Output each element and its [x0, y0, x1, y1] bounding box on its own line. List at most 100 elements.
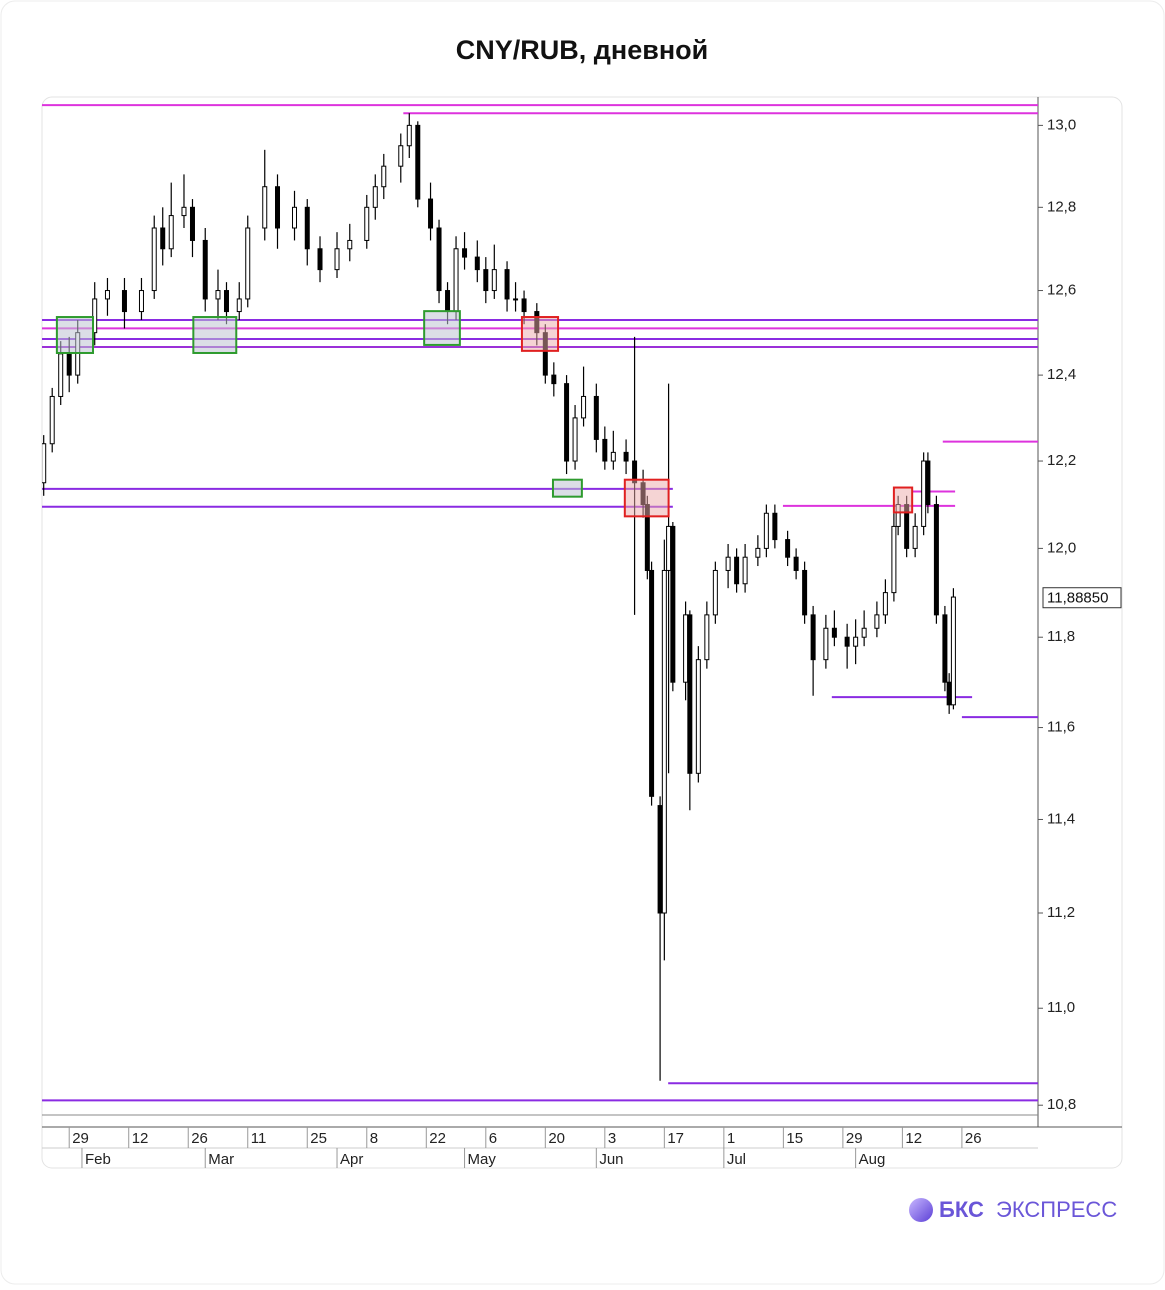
x-tick-label: 11	[251, 1130, 267, 1147]
x-tick-label: 1	[727, 1130, 735, 1147]
candle-body	[657, 805, 663, 914]
candle-body	[304, 206, 310, 250]
candle-body	[742, 556, 748, 585]
month-label: Jun	[599, 1151, 623, 1168]
candle-body	[160, 227, 166, 250]
candle-body	[202, 239, 208, 300]
candle-body	[347, 239, 353, 250]
candle-body	[564, 383, 570, 462]
candle-body	[683, 614, 689, 683]
candle-body	[292, 206, 298, 229]
candle-body	[189, 206, 195, 241]
candle-body	[317, 248, 323, 271]
candle-body	[670, 525, 676, 683]
zone	[892, 486, 914, 514]
y-tick-label: 12,4	[1047, 366, 1076, 383]
candle-body	[921, 460, 927, 527]
candle-body	[334, 248, 340, 271]
candle-body	[861, 627, 867, 638]
candle-body	[853, 636, 859, 647]
candle-body	[104, 290, 110, 300]
candle-body	[66, 353, 72, 376]
candle-body	[593, 395, 599, 440]
y-tick-label: 12,8	[1047, 198, 1076, 215]
candle-body	[785, 539, 791, 558]
candle-body	[491, 269, 497, 292]
candle-body	[121, 290, 127, 313]
candle-body	[763, 512, 769, 549]
x-tick-label: 22	[429, 1130, 446, 1147]
candle-body	[181, 206, 187, 217]
candle-body	[428, 198, 434, 229]
y-tick-label: 10,8	[1047, 1096, 1076, 1113]
candle-body	[581, 395, 587, 419]
candle-body	[372, 186, 378, 208]
candle-body	[704, 614, 710, 661]
x-tick-label: 29	[846, 1130, 863, 1147]
candle-body	[725, 556, 731, 571]
candle-body	[946, 681, 952, 706]
candle-body	[445, 290, 451, 313]
candle-body	[687, 614, 693, 774]
month-label: May	[468, 1151, 497, 1168]
zone	[423, 310, 461, 346]
month-label: Apr	[340, 1151, 363, 1168]
candle-body	[151, 227, 157, 292]
candle-body	[504, 269, 510, 300]
candle-body	[661, 569, 667, 914]
x-tick-label: 26	[191, 1130, 208, 1147]
month-label: Jul	[727, 1151, 746, 1168]
zone	[55, 316, 95, 354]
candle-body	[453, 248, 459, 313]
candle-body	[882, 592, 888, 616]
candle-body	[912, 525, 918, 549]
candle-body	[236, 298, 242, 313]
y-tick-label: 11,2	[1047, 904, 1075, 921]
candle-body	[695, 659, 701, 774]
y-tick-label: 12,6	[1047, 282, 1076, 299]
month-label: Mar	[208, 1151, 234, 1168]
candle-body	[623, 451, 629, 462]
candle-body	[415, 124, 421, 200]
y-tick-label: 13,0	[1047, 116, 1076, 133]
month-label: Aug	[859, 1151, 886, 1168]
x-tick-label: 3	[608, 1130, 616, 1147]
logo-product: ЭКСПРЕСС	[996, 1197, 1117, 1222]
x-tick-label: 8	[370, 1130, 378, 1147]
candle-body	[891, 525, 897, 594]
candle-body	[810, 614, 816, 661]
candle-body	[666, 525, 672, 571]
x-tick-label: 20	[548, 1130, 565, 1147]
y-tick-label: 11,0	[1047, 999, 1075, 1016]
zone	[192, 316, 238, 354]
y-tick-label: 11,4	[1047, 810, 1075, 827]
zone	[623, 478, 670, 518]
x-tick-label: 25	[310, 1130, 327, 1147]
zone	[520, 316, 560, 352]
logo-icon	[909, 1198, 933, 1222]
candle-body	[381, 165, 387, 188]
candle-body	[933, 504, 939, 616]
candle-body	[223, 290, 229, 313]
candle-body	[942, 614, 948, 683]
candle-body	[649, 569, 655, 797]
candle-body	[802, 569, 808, 616]
y-tick-label: 12,0	[1047, 539, 1076, 556]
zone	[551, 478, 583, 498]
candle-body	[925, 460, 931, 506]
month-label: Feb	[85, 1151, 111, 1168]
candle-body	[513, 298, 519, 301]
candle-body	[215, 290, 221, 300]
last-price-box	[1042, 587, 1122, 609]
x-tick-label: 29	[72, 1130, 89, 1147]
candle-body	[474, 256, 480, 271]
candle-body	[462, 248, 468, 258]
candle-body	[602, 438, 608, 462]
candle-body	[831, 627, 837, 638]
candle-body	[712, 569, 718, 616]
x-tick-label: 6	[489, 1130, 497, 1147]
candle-body	[734, 556, 740, 585]
candle-body	[874, 614, 880, 629]
candle-body	[168, 215, 174, 250]
